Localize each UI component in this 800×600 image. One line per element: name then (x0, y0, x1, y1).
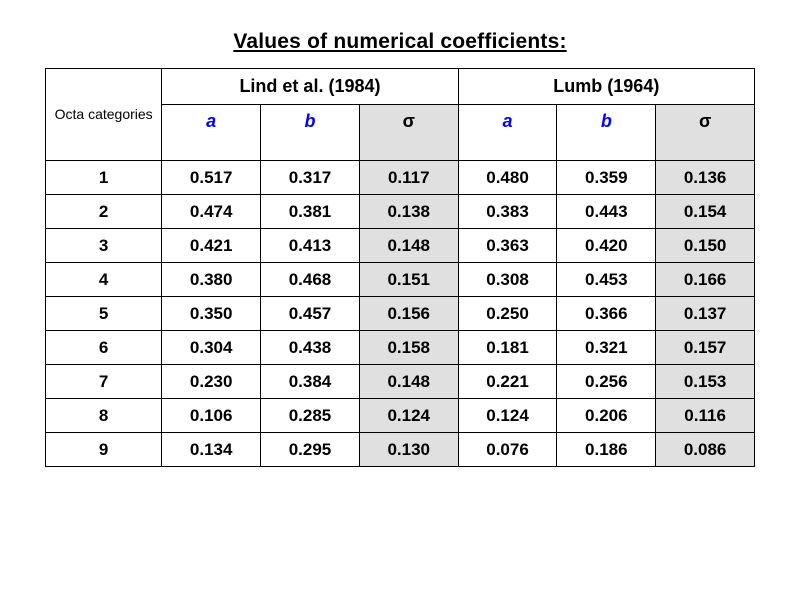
cell-lind-b: 0.285 (261, 399, 360, 433)
table-body: 10.5170.3170.1170.4800.3590.13620.4740.3… (46, 161, 755, 467)
cell-lumb-a: 0.076 (458, 433, 557, 467)
table-row: 80.1060.2850.1240.1240.2060.116 (46, 399, 755, 433)
cell-category: 3 (46, 229, 162, 263)
cell-lind-a: 0.230 (162, 365, 261, 399)
cell-lind-sigma: 0.130 (359, 433, 458, 467)
cell-category: 9 (46, 433, 162, 467)
header-lumb-b: b (557, 105, 656, 161)
cell-lumb-sigma: 0.086 (656, 433, 755, 467)
table-row: 90.1340.2950.1300.0760.1860.086 (46, 433, 755, 467)
cell-lumb-b: 0.321 (557, 331, 656, 365)
table-row: 40.3800.4680.1510.3080.4530.166 (46, 263, 755, 297)
cell-lind-a: 0.134 (162, 433, 261, 467)
page-container: Values of numerical coefficients: Octa c… (0, 0, 800, 600)
cell-lumb-b: 0.359 (557, 161, 656, 195)
header-group-lind: Lind et al. (1984) (162, 69, 458, 105)
header-lumb-sigma: σ (656, 105, 755, 161)
cell-lind-sigma: 0.117 (359, 161, 458, 195)
table-header: Octa categories Lind et al. (1984) Lumb … (46, 69, 755, 161)
cell-lumb-a: 0.250 (458, 297, 557, 331)
cell-lumb-sigma: 0.154 (656, 195, 755, 229)
cell-category: 1 (46, 161, 162, 195)
cell-lumb-sigma: 0.150 (656, 229, 755, 263)
cell-category: 8 (46, 399, 162, 433)
cell-lumb-a: 0.480 (458, 161, 557, 195)
header-lind-b: b (261, 105, 360, 161)
cell-lind-b: 0.295 (261, 433, 360, 467)
coefficients-table: Octa categories Lind et al. (1984) Lumb … (45, 68, 755, 467)
cell-category: 6 (46, 331, 162, 365)
cell-lumb-a: 0.308 (458, 263, 557, 297)
cell-lumb-b: 0.443 (557, 195, 656, 229)
table-row: 30.4210.4130.1480.3630.4200.150 (46, 229, 755, 263)
cell-lind-b: 0.381 (261, 195, 360, 229)
cell-lumb-b: 0.366 (557, 297, 656, 331)
cell-lumb-b: 0.453 (557, 263, 656, 297)
header-group-lumb: Lumb (1964) (458, 69, 754, 105)
table-row: 10.5170.3170.1170.4800.3590.136 (46, 161, 755, 195)
cell-lumb-sigma: 0.137 (656, 297, 755, 331)
cell-lind-a: 0.304 (162, 331, 261, 365)
cell-lind-a: 0.350 (162, 297, 261, 331)
cell-lind-a: 0.380 (162, 263, 261, 297)
table-row: 20.4740.3810.1380.3830.4430.154 (46, 195, 755, 229)
cell-lind-b: 0.457 (261, 297, 360, 331)
cell-lind-sigma: 0.156 (359, 297, 458, 331)
cell-category: 4 (46, 263, 162, 297)
cell-lind-sigma: 0.124 (359, 399, 458, 433)
cell-lind-a: 0.474 (162, 195, 261, 229)
cell-category: 2 (46, 195, 162, 229)
header-octa: Octa categories (46, 69, 162, 161)
cell-lind-sigma: 0.138 (359, 195, 458, 229)
cell-lumb-sigma: 0.153 (656, 365, 755, 399)
cell-lind-b: 0.317 (261, 161, 360, 195)
cell-lind-sigma: 0.151 (359, 263, 458, 297)
cell-lumb-a: 0.363 (458, 229, 557, 263)
cell-lumb-b: 0.420 (557, 229, 656, 263)
cell-lumb-a: 0.124 (458, 399, 557, 433)
cell-lumb-a: 0.383 (458, 195, 557, 229)
header-lind-sigma: σ (359, 105, 458, 161)
cell-category: 7 (46, 365, 162, 399)
table-title: Values of numerical coefficients: (45, 30, 755, 54)
cell-lumb-b: 0.256 (557, 365, 656, 399)
cell-lind-a: 0.421 (162, 229, 261, 263)
cell-lind-sigma: 0.158 (359, 331, 458, 365)
cell-category: 5 (46, 297, 162, 331)
cell-lind-sigma: 0.148 (359, 229, 458, 263)
cell-lumb-b: 0.206 (557, 399, 656, 433)
cell-lumb-sigma: 0.166 (656, 263, 755, 297)
cell-lumb-a: 0.221 (458, 365, 557, 399)
table-row: 70.2300.3840.1480.2210.2560.153 (46, 365, 755, 399)
cell-lumb-sigma: 0.116 (656, 399, 755, 433)
cell-lind-b: 0.384 (261, 365, 360, 399)
cell-lind-b: 0.438 (261, 331, 360, 365)
table-row: 60.3040.4380.1580.1810.3210.157 (46, 331, 755, 365)
cell-lumb-b: 0.186 (557, 433, 656, 467)
cell-lind-sigma: 0.148 (359, 365, 458, 399)
cell-lumb-sigma: 0.136 (656, 161, 755, 195)
cell-lind-a: 0.106 (162, 399, 261, 433)
cell-lumb-sigma: 0.157 (656, 331, 755, 365)
cell-lind-b: 0.468 (261, 263, 360, 297)
cell-lumb-a: 0.181 (458, 331, 557, 365)
header-lind-a: a (162, 105, 261, 161)
cell-lind-b: 0.413 (261, 229, 360, 263)
cell-lind-a: 0.517 (162, 161, 261, 195)
header-lumb-a: a (458, 105, 557, 161)
table-row: 50.3500.4570.1560.2500.3660.137 (46, 297, 755, 331)
